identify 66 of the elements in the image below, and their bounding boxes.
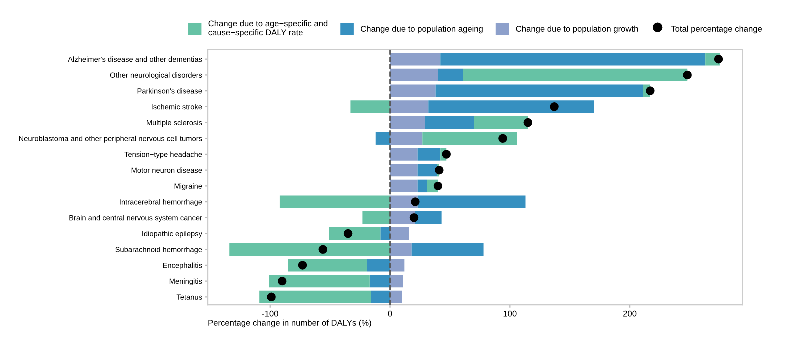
- bar: [390, 53, 441, 66]
- point: [298, 261, 308, 270]
- bar: [428, 100, 594, 114]
- bar: [329, 227, 381, 240]
- x-axis-title: Percentage change in number of DALYs (%): [208, 320, 372, 328]
- bar: [422, 132, 518, 145]
- bar: [474, 116, 528, 130]
- point: [318, 245, 328, 254]
- bar: [390, 84, 436, 98]
- bar: [260, 290, 372, 304]
- bar: [390, 68, 438, 82]
- bar: [380, 227, 390, 240]
- bar: [390, 227, 410, 240]
- point: [411, 198, 420, 206]
- bar: [376, 132, 390, 145]
- bar: [390, 116, 426, 130]
- x-tick-label: 0: [388, 310, 392, 317]
- bar: [390, 164, 418, 177]
- bar: [390, 259, 405, 272]
- point: [435, 166, 444, 175]
- point: [646, 86, 655, 96]
- bar: [418, 164, 438, 177]
- point: [683, 70, 692, 80]
- bar: [440, 53, 706, 66]
- point: [344, 229, 353, 238]
- bar: [350, 100, 390, 114]
- bar: [390, 243, 412, 256]
- legend-label: Total percentage change: [671, 26, 762, 34]
- bar: [230, 243, 390, 256]
- bar: [370, 274, 390, 288]
- point: [442, 150, 451, 159]
- bar: [288, 259, 368, 272]
- bar: [390, 132, 423, 145]
- legend-label: Change due to age−specific and cause−specific DALY rate: [208, 20, 328, 38]
- bar: [390, 100, 429, 114]
- bar: [362, 212, 390, 224]
- point: [278, 276, 287, 286]
- bar: [371, 290, 390, 304]
- bar: [418, 148, 441, 161]
- point: [267, 292, 276, 302]
- point: [498, 134, 508, 143]
- bar: [412, 243, 484, 256]
- bar: [438, 68, 464, 82]
- bar: [367, 259, 390, 272]
- bar: [390, 274, 404, 288]
- bar: [463, 68, 688, 82]
- x-tick-label: 100: [504, 310, 517, 317]
- point: [550, 102, 559, 112]
- bar: [390, 148, 418, 161]
- bar: [390, 180, 418, 193]
- bar: [418, 180, 428, 193]
- x-tick-label: 200: [624, 310, 637, 317]
- bar: [390, 290, 402, 304]
- legend-label: Change due to population growth: [516, 26, 638, 34]
- legend-label: Change due to population ageing: [361, 26, 483, 34]
- bar: [418, 196, 526, 208]
- point: [524, 118, 533, 128]
- point: [434, 182, 443, 191]
- bar: [269, 274, 370, 288]
- point: [714, 54, 724, 64]
- point: [410, 214, 419, 222]
- x-tick-label: -100: [262, 310, 278, 317]
- bar: [280, 196, 390, 208]
- bar: [415, 212, 442, 224]
- bar: [436, 84, 644, 98]
- bar: [425, 116, 474, 130]
